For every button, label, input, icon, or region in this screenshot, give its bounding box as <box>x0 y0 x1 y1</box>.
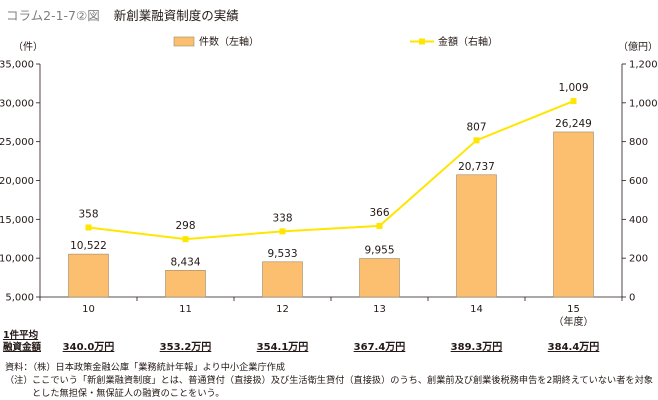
line-value-label: 338 <box>272 212 292 224</box>
legend-line-label: 金額（右軸） <box>438 35 498 48</box>
y-left-tick-label: 35,000 <box>0 60 34 71</box>
x-tick-label: 12 <box>276 304 289 315</box>
y-left-tick-label: 25,000 <box>0 137 34 148</box>
line-value-label: 358 <box>78 208 98 220</box>
y-right-tick-label: 400 <box>629 215 648 226</box>
average-loan-label: 1件平均 融資金額 <box>3 330 53 354</box>
footnote: （注） ここでいう「新創業融資制度」とは、普通貸付（直接扱）及び生活衛生貸付（直… <box>5 375 655 400</box>
line-point <box>182 236 189 243</box>
y-right-tick-label: 1,000 <box>629 98 658 109</box>
y-left-unit: （件） <box>13 41 43 53</box>
source-note: 資料：（株）日本政策金融公庫「業務統計年報」より中小企業庁作成 <box>5 362 286 373</box>
y-left-tick-label: 30,000 <box>0 98 34 109</box>
y-left-tick-label: 15,000 <box>0 215 34 226</box>
average-loan-value: 353.2万円 <box>159 342 212 353</box>
line-series <box>88 100 574 241</box>
y-right-unit: （億円） <box>618 40 658 53</box>
bar <box>359 258 400 298</box>
y-right-tick-label: 200 <box>629 254 648 265</box>
line-point <box>279 228 286 235</box>
legend-bar-swatch <box>173 36 195 47</box>
bar <box>553 131 594 298</box>
line-value-label: 807 <box>466 121 486 133</box>
bar <box>68 253 109 298</box>
average-loan-value: 389.3万円 <box>450 342 503 353</box>
average-loan-value: 340.0万円 <box>62 342 115 353</box>
x-tick-label: 13 <box>373 304 386 315</box>
y-left-tick-label: 5,000 <box>5 293 34 304</box>
footnote-text: ここでいう「新創業融資制度」とは、普通貸付（直接扱）及び生活衛生貸付（直接扱）の… <box>32 375 653 399</box>
bar <box>262 261 303 298</box>
line-point <box>570 98 577 105</box>
legend-bar-label: 件数（左軸） <box>199 35 259 48</box>
x-tick-label: 10 <box>82 304 95 315</box>
legend-line-marker <box>419 38 425 45</box>
average-loan-value: 384.4万円 <box>547 342 600 353</box>
figure-title: 新創業融資制度の実績 <box>113 8 239 23</box>
footnote-prefix: （注） <box>5 375 33 386</box>
average-loan-value: 354.1万円 <box>256 342 309 353</box>
bar <box>165 270 206 298</box>
bar-value-label: 26,249 <box>555 118 592 130</box>
x-tick-label: 15 <box>567 304 580 315</box>
x-tick-label: 11 <box>179 304 192 315</box>
x-unit-note: （年度） <box>554 315 594 328</box>
bar <box>456 174 497 298</box>
bar-value-label: 8,434 <box>170 256 200 268</box>
line-value-label: 366 <box>369 207 389 219</box>
line-value-label: 1,009 <box>558 82 588 94</box>
y-right-tick-label: 1,200 <box>629 60 658 71</box>
y-left-tick-label: 20,000 <box>0 176 34 187</box>
average-loan-label-line2: 融資金額 <box>3 342 42 353</box>
y-right-tick-label: 0 <box>629 293 635 304</box>
line-point <box>85 224 92 231</box>
average-loan-value: 367.4万円 <box>353 342 406 353</box>
bar-value-label: 10,522 <box>70 240 107 252</box>
line-value-label: 298 <box>175 220 195 232</box>
line-point <box>473 137 480 144</box>
figure-header: コラム2-1-7②図 新創業融資制度の実績 <box>6 5 239 24</box>
figure-label: コラム2-1-7②図 <box>6 8 100 23</box>
average-loan-label-line1: 1件平均 <box>3 330 39 341</box>
bar-value-label: 9,533 <box>267 248 297 260</box>
line-point <box>376 222 383 229</box>
y-right-tick-label: 800 <box>629 137 648 148</box>
y-left-tick-label: 10,000 <box>0 254 34 265</box>
chart-plot-group: 5,000 10,000 15,000 20,000 25,000 30,000 35,00… <box>0 35 658 328</box>
bar-value-label: 9,955 <box>364 245 394 257</box>
bar-value-label: 20,737 <box>458 161 495 173</box>
x-tick-label: 14 <box>470 304 483 315</box>
y-right-tick-label: 600 <box>629 176 648 187</box>
